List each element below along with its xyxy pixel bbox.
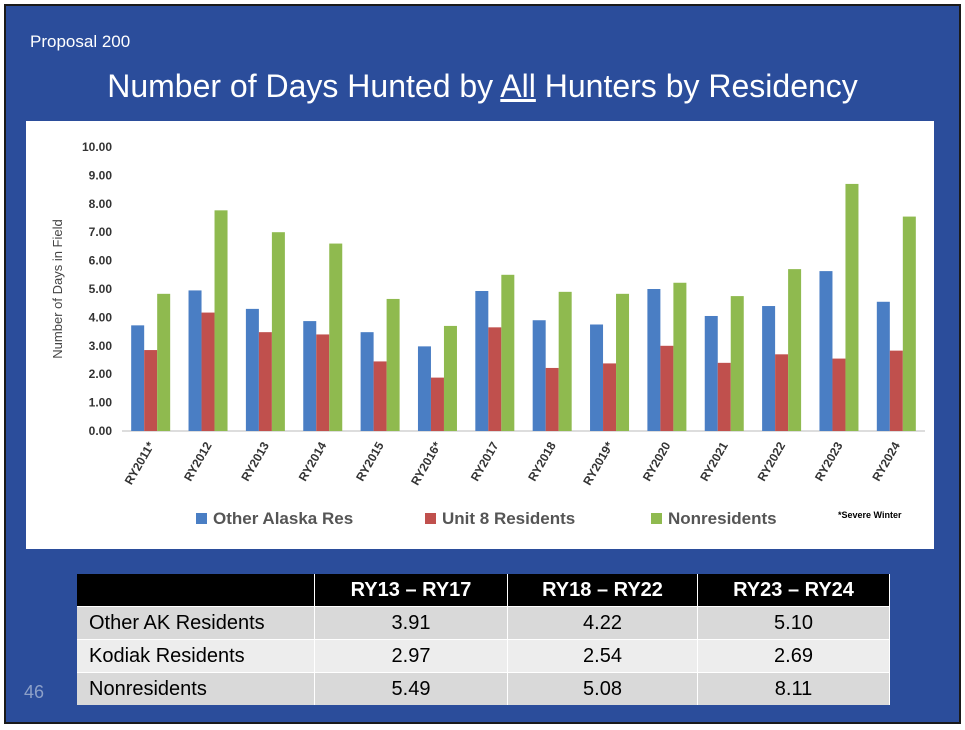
table-row: Nonresidents 5.49 5.08 8.11 (77, 672, 890, 705)
bar (616, 293, 630, 431)
bar (475, 290, 489, 431)
bar (144, 350, 158, 431)
y-axis-title: Number of Days in Field (50, 219, 65, 358)
legend-label: Nonresidents (668, 509, 777, 528)
legend-swatch (425, 513, 436, 524)
bar (201, 312, 215, 431)
table-cell: Nonresidents (77, 672, 315, 705)
bar (704, 315, 718, 431)
table-cell: 5.08 (507, 672, 698, 705)
table-cell: 2.69 (697, 639, 890, 673)
slide-label: Proposal 200 (30, 32, 131, 51)
legend-label: Other Alaska Res (213, 509, 353, 528)
bar (443, 325, 457, 431)
y-tick-label: 7.00 (89, 225, 113, 239)
table-cell: 8.11 (697, 672, 890, 705)
bar (501, 274, 515, 431)
bar (386, 298, 400, 431)
bar (430, 377, 444, 431)
table-row: Other AK Residents 3.91 4.22 5.10 (77, 606, 890, 640)
bar (673, 282, 687, 431)
bar (730, 296, 744, 431)
bar (819, 271, 833, 431)
y-tick-label: 3.00 (89, 339, 113, 353)
bar (417, 346, 431, 431)
bar (545, 367, 559, 431)
y-tick-label: 1.00 (89, 396, 113, 410)
chart-note: *Severe Winter (838, 510, 902, 520)
bar (373, 361, 387, 431)
header-cell (77, 574, 315, 607)
bar (876, 301, 890, 431)
legend-label: Unit 8 Residents (442, 509, 575, 528)
bar (329, 243, 343, 431)
table-cell: 2.54 (507, 639, 698, 673)
bar (188, 290, 202, 431)
title-part: Hunters by Residency (535, 68, 858, 104)
y-tick-label: 6.00 (89, 254, 113, 268)
title-emphasis: All (500, 68, 536, 104)
legend-swatch (651, 513, 662, 524)
bar (845, 183, 859, 431)
bar (775, 354, 789, 431)
bar (271, 232, 285, 431)
y-tick-label: 10.00 (82, 140, 112, 154)
page-number: 46 (24, 682, 45, 702)
y-tick-label: 2.00 (89, 367, 113, 381)
bar (245, 308, 259, 431)
table-cell: 5.49 (314, 672, 508, 705)
chart: Number of Days in Field *Severe Winter 0… (26, 121, 934, 549)
table-row: Kodiak Residents 2.97 2.54 2.69 (77, 639, 890, 673)
bar (532, 320, 546, 431)
bar (590, 324, 604, 431)
header-cell: RY13 – RY17 (314, 574, 508, 607)
table-cell: 3.91 (314, 606, 508, 640)
table-cell: 5.10 (697, 606, 890, 640)
y-tick-label: 4.00 (89, 310, 113, 324)
bar (131, 325, 145, 431)
bar (660, 345, 674, 431)
bar (214, 210, 228, 431)
bar (902, 216, 916, 431)
bar (717, 362, 731, 431)
bar (303, 321, 317, 431)
bar (360, 332, 374, 431)
bar (603, 363, 617, 431)
bar (558, 291, 572, 431)
bar (762, 306, 776, 431)
table-cell: 2.97 (314, 639, 508, 673)
bar (647, 289, 661, 431)
y-tick-label: 5.00 (89, 282, 113, 296)
header-cell: RY18 – RY22 (507, 574, 698, 607)
bar (832, 358, 846, 431)
bar (889, 350, 903, 431)
title-part: Number of Days Hunted by (107, 68, 501, 104)
slide-title: Number of Days Hunted by All Hunters by … (6, 68, 959, 105)
y-tick-label: 8.00 (89, 197, 113, 211)
summary-table: RY13 – RY17 RY18 – RY22 RY23 – RY24 Othe… (77, 574, 890, 705)
bar (788, 269, 802, 431)
header-cell: RY23 – RY24 (697, 574, 890, 607)
table-cell: Other AK Residents (77, 606, 315, 640)
table-cell: 4.22 (507, 606, 698, 640)
y-tick-label: 9.00 (89, 168, 113, 182)
bar (488, 327, 502, 431)
legend-swatch (196, 513, 207, 524)
bar (316, 334, 330, 431)
header-row: RY13 – RY17 RY18 – RY22 RY23 – RY24 (77, 574, 890, 607)
bar (258, 332, 272, 431)
table-cell: Kodiak Residents (77, 639, 315, 673)
bar (157, 293, 171, 431)
y-tick-label: 0.00 (89, 424, 113, 438)
